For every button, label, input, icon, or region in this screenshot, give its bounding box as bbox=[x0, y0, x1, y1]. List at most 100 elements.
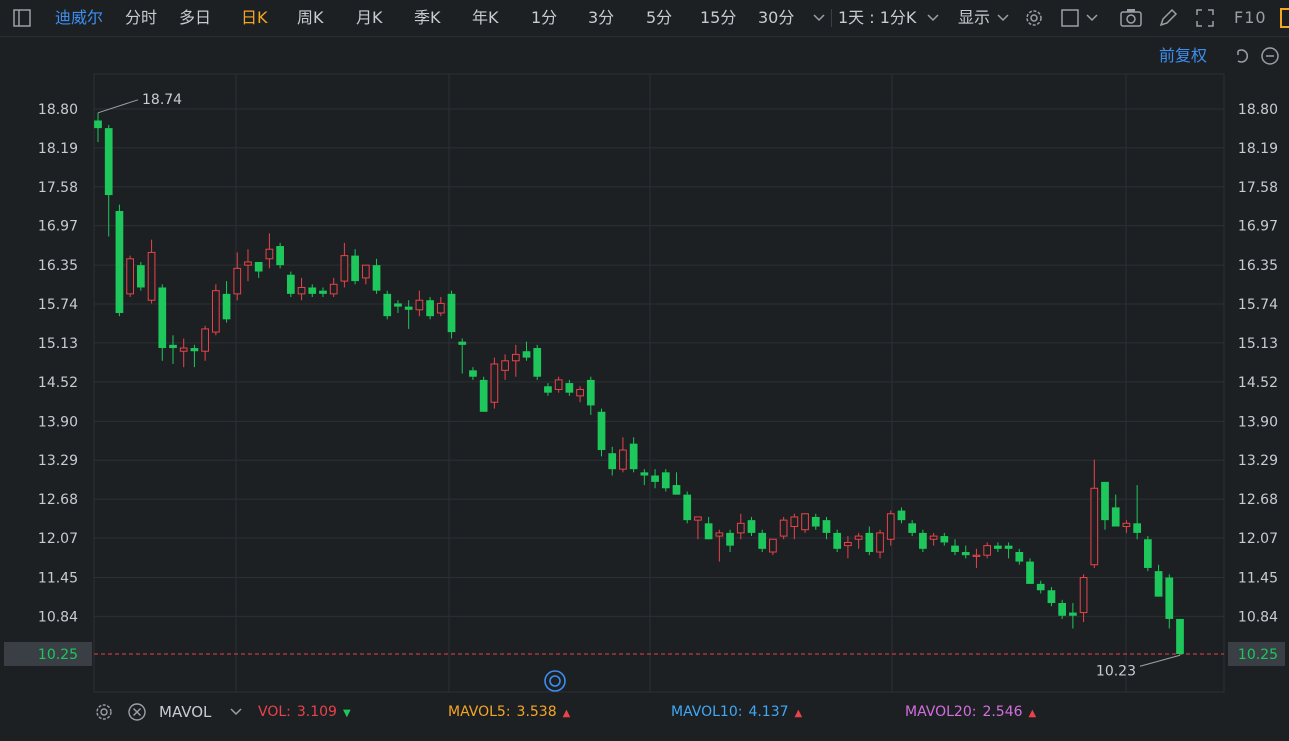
y-tick-label-left: 12.68 bbox=[38, 492, 78, 508]
candle bbox=[383, 290, 392, 320]
candle bbox=[1133, 485, 1142, 540]
candle bbox=[661, 469, 670, 492]
candle-body bbox=[426, 300, 434, 317]
candle-body bbox=[811, 516, 820, 527]
candle bbox=[244, 249, 252, 282]
tab-1min[interactable]: 1分 bbox=[531, 8, 558, 27]
y-tick-label-left: 15.13 bbox=[38, 336, 78, 352]
candle bbox=[190, 344, 199, 368]
stock-name[interactable]: 迪威尔 bbox=[55, 8, 104, 27]
indicator-label: MAVOL20: bbox=[905, 704, 977, 720]
indicator-value: 3.538 bbox=[516, 704, 557, 720]
candle-body bbox=[629, 443, 638, 470]
candle bbox=[265, 233, 274, 269]
tab-yearly-k[interactable]: 年K bbox=[472, 8, 499, 27]
close-icon[interactable] bbox=[127, 702, 147, 722]
candle-body bbox=[597, 411, 606, 451]
zoom-out-icon[interactable] bbox=[1260, 46, 1280, 66]
tab-weekly-k[interactable]: 周K bbox=[297, 8, 324, 27]
candle-body bbox=[683, 494, 692, 521]
pencil-icon[interactable] bbox=[1157, 7, 1179, 29]
tab-monthly-k[interactable]: 月K bbox=[356, 8, 383, 27]
display-chevron-icon[interactable] bbox=[996, 12, 1010, 24]
current-price-label-right: 10.25 bbox=[1238, 647, 1278, 663]
candle-body bbox=[929, 535, 938, 540]
restore-mode-label[interactable]: 前复权 bbox=[1159, 46, 1208, 65]
display-menu[interactable]: 显示 bbox=[958, 8, 991, 27]
tab-15min[interactable]: 15分 bbox=[700, 8, 737, 27]
y-tick-label-left: 17.58 bbox=[38, 180, 78, 196]
candle bbox=[983, 542, 992, 559]
current-price-box-right bbox=[1228, 642, 1285, 666]
candle-body bbox=[458, 341, 467, 345]
checkbox-chevron-icon[interactable] bbox=[1085, 12, 1099, 24]
candle bbox=[511, 344, 520, 377]
chevron-down-icon[interactable] bbox=[812, 12, 826, 24]
candle-body bbox=[522, 351, 531, 358]
candle-body bbox=[1101, 481, 1109, 521]
candle-body bbox=[308, 287, 317, 294]
sidebar-toggle-icon[interactable] bbox=[12, 8, 32, 28]
y-tick-label-right: 13.29 bbox=[1238, 453, 1278, 469]
candle bbox=[351, 249, 359, 285]
candle-body bbox=[1176, 618, 1184, 654]
y-tick-label-left: 16.35 bbox=[38, 258, 78, 274]
camera-icon[interactable] bbox=[1119, 7, 1143, 29]
max-price-label: 18.74 bbox=[142, 92, 182, 108]
arrow-up-icon: ▲ bbox=[562, 708, 571, 719]
checkbox-icon[interactable] bbox=[1060, 8, 1080, 28]
tab-intraday[interactable]: 分时 bbox=[125, 8, 158, 27]
candle-body bbox=[1004, 545, 1013, 549]
gear-icon[interactable] bbox=[1023, 7, 1045, 29]
period-select[interactable]: 1天 : 1分K bbox=[838, 8, 917, 27]
candle bbox=[179, 338, 188, 368]
tab-daily-k[interactable]: 日K bbox=[241, 8, 268, 27]
candle bbox=[586, 376, 595, 415]
candle bbox=[1015, 548, 1024, 565]
candle-body bbox=[329, 283, 338, 295]
tab-multi-day[interactable]: 多日 bbox=[179, 8, 212, 27]
candle bbox=[308, 284, 317, 298]
candle-body bbox=[833, 532, 842, 549]
undo-icon[interactable] bbox=[1232, 46, 1252, 66]
candle-body bbox=[201, 328, 209, 352]
candle bbox=[865, 526, 874, 556]
tab-3min[interactable]: 3分 bbox=[588, 8, 615, 27]
arrow-up-icon: ▲ bbox=[794, 708, 803, 719]
candle-body bbox=[1015, 552, 1024, 562]
indicator-value: 2.546 bbox=[982, 704, 1023, 720]
target-icon[interactable] bbox=[543, 669, 567, 693]
candle bbox=[565, 379, 574, 396]
candle bbox=[426, 297, 434, 320]
candle-body bbox=[222, 293, 231, 320]
y-tick-label-left: 11.45 bbox=[38, 571, 78, 587]
candle bbox=[436, 297, 445, 317]
period-chevron-icon[interactable] bbox=[926, 12, 940, 24]
y-tick-label-right: 10.84 bbox=[1238, 609, 1278, 625]
indicator-item: MAVOL20: 2.546 ▲ bbox=[905, 696, 1036, 728]
candle bbox=[801, 513, 809, 533]
f10-button[interactable]: F10 bbox=[1234, 8, 1267, 27]
indicator-chevron-icon[interactable] bbox=[229, 706, 243, 718]
tab-5min[interactable]: 5分 bbox=[646, 8, 673, 27]
candle-body bbox=[233, 267, 242, 295]
candle bbox=[544, 383, 552, 396]
fullscreen-icon[interactable] bbox=[1194, 7, 1216, 29]
candle-body bbox=[1079, 577, 1088, 614]
indicator-settings-icon[interactable] bbox=[94, 702, 114, 722]
candle-body bbox=[211, 290, 220, 333]
candle-body bbox=[726, 532, 734, 546]
candle bbox=[1026, 558, 1034, 584]
candle bbox=[683, 491, 692, 524]
tab-quarterly-k[interactable]: 季K bbox=[414, 8, 441, 27]
y-tick-label-left: 16.97 bbox=[38, 219, 78, 235]
tab-30min[interactable]: 30分 bbox=[758, 8, 795, 27]
candle bbox=[297, 277, 306, 301]
candle bbox=[201, 325, 209, 361]
candle-body bbox=[115, 210, 124, 313]
candle-body bbox=[158, 287, 167, 349]
indicator-name[interactable]: MAVOL bbox=[159, 703, 212, 721]
candle bbox=[447, 290, 456, 339]
candle bbox=[747, 516, 756, 537]
